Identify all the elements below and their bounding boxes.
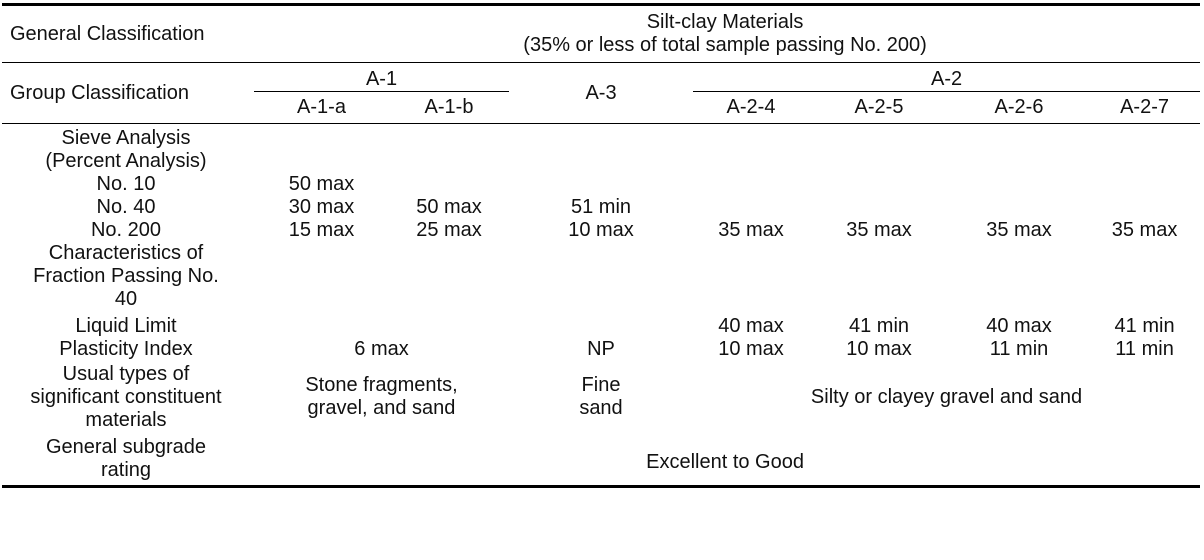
subgrade-rating-value: Excellent to Good [250, 433, 1201, 488]
silt-clay-title-line1: Silt-clay Materials [646, 11, 804, 33]
liquid-limit-row: Liquid Limit 40 max 41 min 40 max 41 min [2, 311, 1200, 338]
subgrade-rating-label-line1: General subgrade [45, 436, 207, 458]
plasticity-index-label: Plasticity Index [59, 338, 193, 360]
subgrade-rating-label-line2: rating [100, 459, 152, 481]
no200-row: No. 200 15 max 25 max 10 max 35 max 35 m… [2, 219, 1200, 242]
group-a3-header: A-3 [533, 62, 669, 124]
usual-types-label-line2: significant constituent [30, 385, 222, 408]
group-a1-header: A-1 [254, 62, 509, 93]
subgrade-rating-label: General subgrade rating [2, 433, 250, 488]
sieve-analysis-row-1: Sieve Analysis [2, 124, 1200, 151]
sieve-analysis-label-line1: Sieve Analysis [61, 127, 191, 149]
silt-clay-title: Silt-clay Materials (35% or less of tota… [250, 3, 1201, 63]
group-classification-label: Group Classification [2, 62, 250, 124]
silt-clay-title-line2: (35% or less of total sample passing No.… [523, 34, 927, 56]
subgroup-a27: A-2-7 [1089, 91, 1201, 124]
characteristics-row-1: Characteristics of [2, 242, 1200, 265]
liquid-limit-a27: 41 min [1114, 315, 1175, 337]
general-classification-text: General Classification [10, 22, 205, 45]
characteristics-label-line1: Characteristics of [48, 242, 204, 264]
plasticity-index-a27: 11 min [1115, 338, 1174, 360]
no200-a27: 35 max [1111, 219, 1178, 241]
no200-a24: 35 max [718, 219, 784, 241]
general-classification-row: General Classification Silt-clay Materia… [2, 3, 1201, 63]
group-classification-text: Group Classification [10, 81, 189, 104]
characteristics-label-line3: 40 [114, 288, 138, 310]
no200-label: No. 200 [90, 219, 162, 241]
no40-row: No. 40 30 max 50 max 51 min [2, 196, 1200, 219]
liquid-limit-a26: 40 max [986, 315, 1052, 337]
plasticity-index-a25: 10 max [846, 338, 912, 360]
subgroup-a24: A-2-4 [693, 91, 809, 124]
plasticity-index-row: Plasticity Index 6 max NP 10 max 10 max … [2, 338, 1200, 361]
sub-group-row: A-1-a A-1-b A-2-4 A-2-5 A-2-6 A-2-7 [2, 91, 1201, 124]
classification-table-container: General Classification Silt-clay Materia… [2, 3, 1201, 488]
no40-label: No. 40 [96, 196, 156, 218]
no200-a1b: 25 max [416, 219, 482, 241]
usual-types-label: Usual types of significant constituent m… [2, 361, 250, 433]
no200-a1a: 15 max [288, 219, 355, 241]
no200-a25: 35 max [846, 219, 912, 241]
characteristics-label-line2: Fraction Passing No. [33, 265, 219, 287]
no40-a3: 51 min [570, 196, 632, 218]
liquid-limit-label: Liquid Limit [75, 315, 177, 337]
usual-types-a1: Stone fragments, gravel, and sand [254, 361, 509, 433]
usual-types-a3-line2: sand [579, 397, 623, 419]
plasticity-index-a3: NP [587, 338, 615, 360]
characteristics-row-2: Fraction Passing No. [2, 265, 1200, 288]
no40-a1a: 30 max [288, 196, 355, 218]
aashto-classification-table: General Classification Silt-clay Materia… [2, 3, 1201, 488]
no10-label: No. 10 [96, 173, 156, 195]
group-a2-header: A-2 [693, 62, 1201, 93]
subgroup-a1a: A-1-a [254, 91, 389, 124]
group-classification-row: Group Classification A-1 A-3 A-2 [2, 62, 1201, 124]
usual-types-a2: Silty or clayey gravel and sand [810, 385, 1083, 408]
no10-row: No. 10 50 max [2, 173, 1200, 196]
usual-types-label-line1: Usual types of [62, 362, 190, 385]
no40-a1b: 50 max [416, 196, 482, 218]
plasticity-index-a1: 6 max [354, 338, 409, 360]
usual-types-row: Usual types of significant constituent m… [2, 361, 1200, 433]
sieve-analysis-label-line2: (Percent Analysis) [45, 150, 207, 172]
usual-types-label-line3: materials [85, 408, 167, 431]
no200-a3: 10 max [568, 219, 634, 241]
sieve-analysis-row-2: (Percent Analysis) [2, 150, 1200, 173]
liquid-limit-a24: 40 max [718, 315, 784, 337]
liquid-limit-a25: 41 min [848, 315, 910, 337]
usual-types-a1-line1: Stone fragments, [305, 374, 458, 396]
subgroup-a1b: A-1-b [389, 91, 509, 124]
subgroup-a26: A-2-6 [949, 91, 1089, 124]
general-classification-label: General Classification [2, 3, 250, 63]
usual-types-a3: Fine sand [533, 361, 669, 433]
subgroup-a25: A-2-5 [809, 91, 949, 124]
no10-a1a: 50 max [288, 173, 355, 195]
plasticity-index-a24: 10 max [718, 338, 784, 360]
usual-types-a1-line2: gravel, and sand [307, 397, 456, 419]
subgrade-rating-row: General subgrade rating Excellent to Goo… [2, 433, 1201, 488]
usual-types-a3-line1: Fine [581, 374, 621, 396]
plasticity-index-a26: 11 min [989, 338, 1049, 360]
characteristics-row-3: 40 [2, 288, 1200, 311]
no200-a26: 35 max [986, 219, 1052, 241]
